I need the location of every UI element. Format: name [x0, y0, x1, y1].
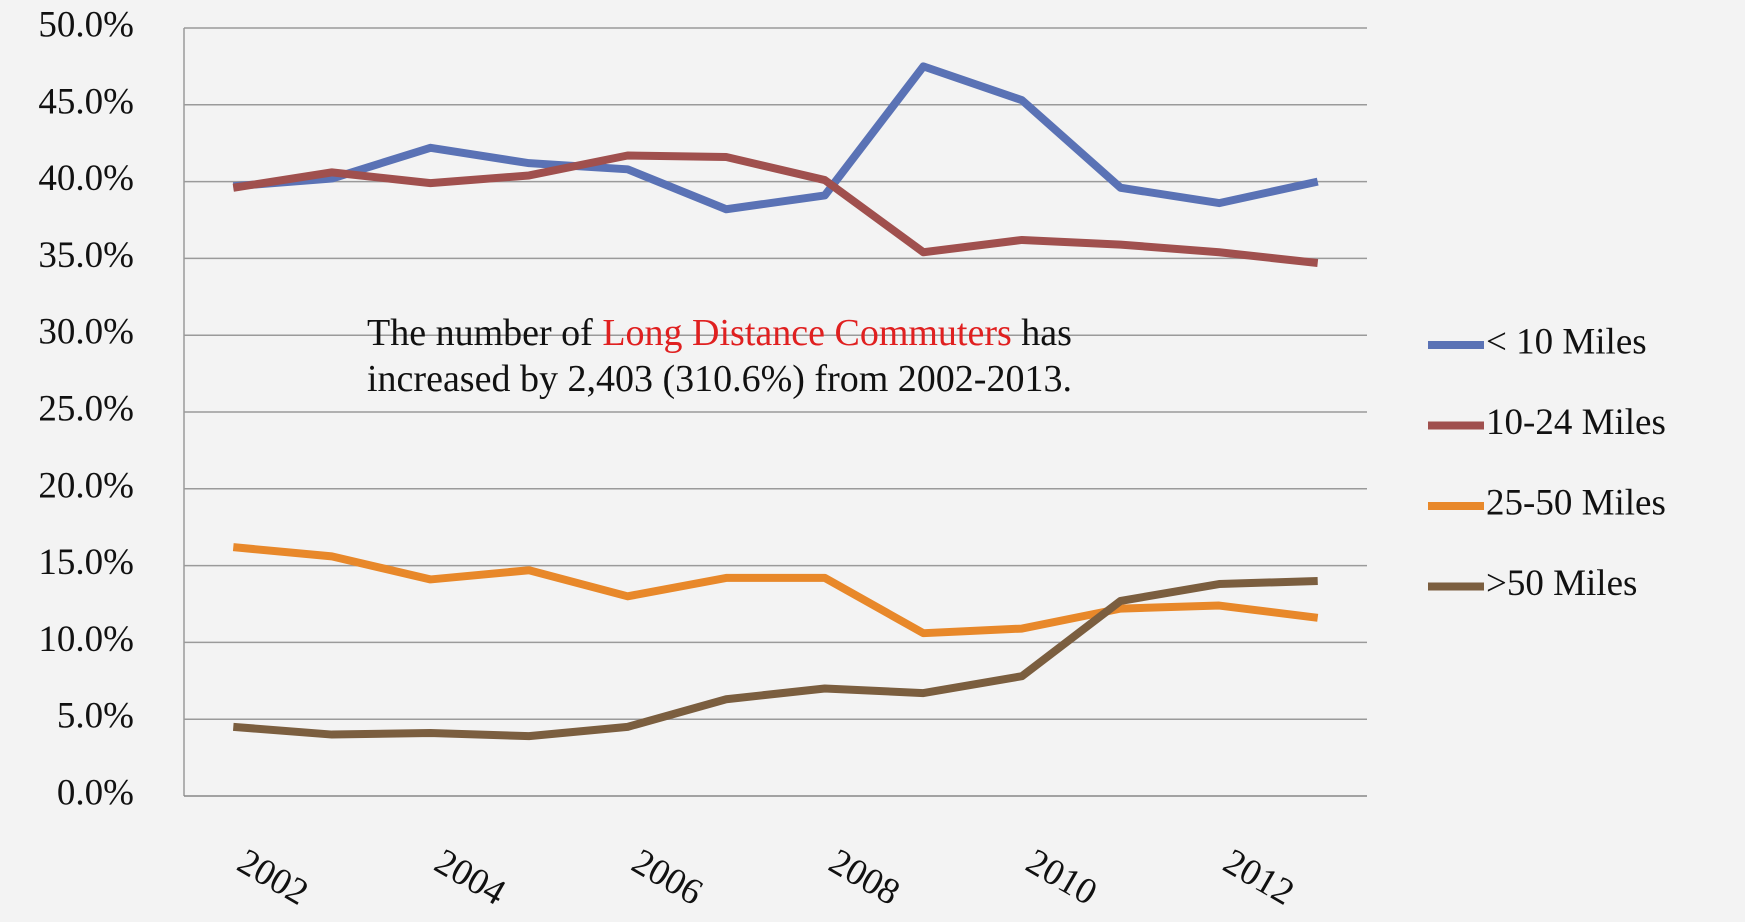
annotation-text: has increased by 2,403 (310.6%) from 200…	[367, 312, 1072, 400]
x-tick-label: 2012	[1216, 841, 1301, 914]
legend-label: 25-50 Miles	[1486, 482, 1666, 523]
y-tick-label: 40.0%	[38, 158, 134, 199]
y-tick-label: 20.0%	[38, 465, 134, 506]
y-tick-label: 25.0%	[38, 388, 134, 429]
legend-label: < 10 Miles	[1486, 321, 1647, 362]
annotation-highlight: Long Distance Commuters	[602, 312, 1012, 354]
legend-label: 10-24 Miles	[1486, 402, 1666, 443]
x-tick-label: 2002	[231, 841, 316, 914]
annotation-text: The number of	[367, 312, 603, 354]
series-line	[232, 543, 1319, 638]
y-tick-label: 50.0%	[38, 4, 134, 45]
x-tick-label: 2004	[428, 841, 513, 914]
y-tick-label: 45.0%	[38, 81, 134, 122]
x-tick-label: 2008	[822, 841, 907, 914]
x-tick-label: 2006	[625, 841, 710, 914]
legend-label: >50 Miles	[1486, 563, 1637, 604]
y-tick-label: 0.0%	[57, 772, 134, 813]
y-tick-label: 30.0%	[38, 312, 134, 353]
x-tick-label: 2010	[1019, 841, 1104, 914]
series-line	[232, 151, 1319, 267]
y-tick-label: 15.0%	[38, 542, 134, 583]
y-tick-label: 5.0%	[57, 696, 134, 737]
series-line	[232, 576, 1318, 741]
annotation: The number of Long Distance Commuters ha…	[367, 310, 1127, 402]
y-tick-label: 10.0%	[38, 619, 134, 660]
y-tick-label: 35.0%	[38, 235, 134, 276]
series-line	[232, 62, 1319, 214]
